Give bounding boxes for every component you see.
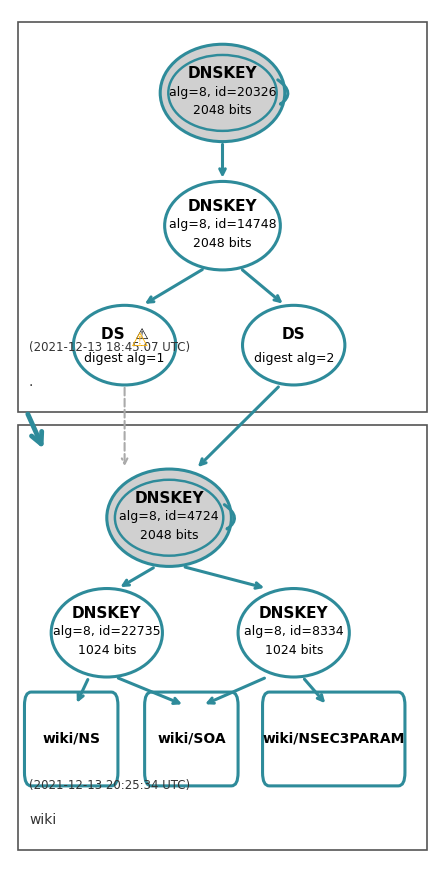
Ellipse shape — [107, 469, 231, 566]
Ellipse shape — [73, 305, 176, 385]
FancyArrowPatch shape — [224, 504, 235, 529]
Text: DNSKEY: DNSKEY — [188, 199, 257, 213]
FancyBboxPatch shape — [263, 692, 405, 786]
Text: DNSKEY: DNSKEY — [72, 606, 142, 620]
Text: alg=8, id=4724: alg=8, id=4724 — [119, 511, 219, 523]
Text: 1024 bits: 1024 bits — [264, 644, 323, 657]
Text: digest alg=1: digest alg=1 — [85, 352, 165, 365]
Text: .: . — [29, 375, 33, 389]
Text: alg=8, id=14748: alg=8, id=14748 — [169, 219, 276, 231]
Ellipse shape — [243, 305, 345, 385]
Text: DNSKEY: DNSKEY — [259, 606, 328, 620]
Text: 2048 bits: 2048 bits — [193, 237, 252, 250]
Text: (2021-12-13 18:45:07 UTC): (2021-12-13 18:45:07 UTC) — [29, 341, 190, 354]
Text: alg=8, id=8334: alg=8, id=8334 — [244, 626, 344, 638]
Bar — [18, 425, 427, 850]
Bar — [18, 22, 427, 412]
Ellipse shape — [51, 589, 162, 677]
Ellipse shape — [165, 181, 280, 270]
Text: wiki: wiki — [29, 813, 56, 827]
Text: (2021-12-13 20:25:34 UTC): (2021-12-13 20:25:34 UTC) — [29, 779, 190, 792]
Ellipse shape — [115, 480, 223, 556]
Text: DS: DS — [282, 327, 306, 342]
Text: DS  ⚠: DS ⚠ — [101, 327, 149, 342]
Ellipse shape — [160, 44, 285, 142]
Text: digest alg=2: digest alg=2 — [254, 352, 334, 365]
Text: DNSKEY: DNSKEY — [134, 491, 204, 505]
Ellipse shape — [168, 55, 277, 131]
FancyBboxPatch shape — [145, 692, 238, 786]
Ellipse shape — [238, 589, 349, 677]
Text: alg=8, id=20326: alg=8, id=20326 — [169, 86, 276, 98]
FancyArrowPatch shape — [278, 80, 288, 104]
Text: wiki/NSEC3PARAM: wiki/NSEC3PARAM — [263, 732, 405, 746]
Text: alg=8, id=22735: alg=8, id=22735 — [53, 626, 161, 638]
Text: 2048 bits: 2048 bits — [193, 104, 252, 117]
Text: wiki/NS: wiki/NS — [42, 732, 100, 746]
Text: DNSKEY: DNSKEY — [188, 66, 257, 81]
Text: 1024 bits: 1024 bits — [77, 644, 136, 657]
Text: wiki/SOA: wiki/SOA — [157, 732, 226, 746]
FancyBboxPatch shape — [24, 692, 118, 786]
Text: ⚠: ⚠ — [131, 331, 149, 350]
Text: 2048 bits: 2048 bits — [140, 529, 198, 542]
